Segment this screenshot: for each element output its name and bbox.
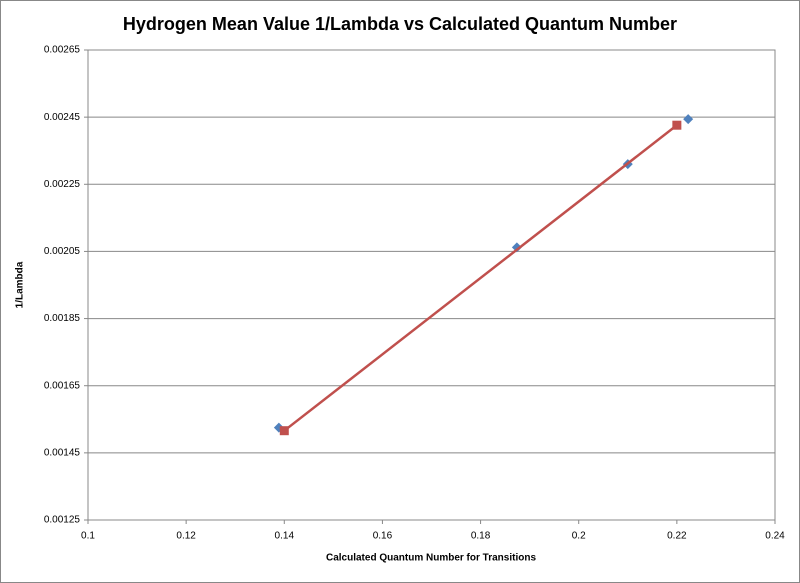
x-tick-label: 0.14 bbox=[275, 531, 295, 542]
y-axis-title: 1/Lambda bbox=[15, 261, 26, 308]
x-tick-label: 0.12 bbox=[176, 531, 196, 542]
y-tick-label: 0.00225 bbox=[44, 179, 81, 190]
x-tick-label: 0.24 bbox=[765, 531, 785, 542]
y-tick-label: 0.00125 bbox=[44, 515, 81, 526]
point bbox=[683, 114, 694, 125]
x-tick-label: 0.22 bbox=[667, 531, 687, 542]
point bbox=[672, 120, 682, 130]
y-tick-label: 0.00165 bbox=[44, 380, 81, 391]
x-tick-label: 0.2 bbox=[572, 531, 586, 542]
chart-title: Hydrogen Mean Value 1/Lambda vs Calculat… bbox=[123, 14, 677, 34]
x-tick-label: 0.18 bbox=[471, 531, 491, 542]
y-tick-label: 0.00205 bbox=[44, 246, 81, 257]
x-tick-label: 0.1 bbox=[81, 531, 95, 542]
x-axis-title: Calculated Quantum Number for Transition… bbox=[326, 553, 536, 564]
y-tick-label: 0.00145 bbox=[44, 447, 81, 458]
plot-area-border bbox=[87, 49, 776, 521]
y-tick-label: 0.00265 bbox=[44, 45, 81, 56]
point bbox=[511, 242, 522, 253]
series-line bbox=[283, 124, 678, 432]
y-tick-label: 0.00245 bbox=[44, 112, 81, 123]
y-tick-label: 0.00185 bbox=[44, 313, 81, 324]
x-tick-label: 0.16 bbox=[373, 531, 393, 542]
point bbox=[279, 426, 289, 436]
